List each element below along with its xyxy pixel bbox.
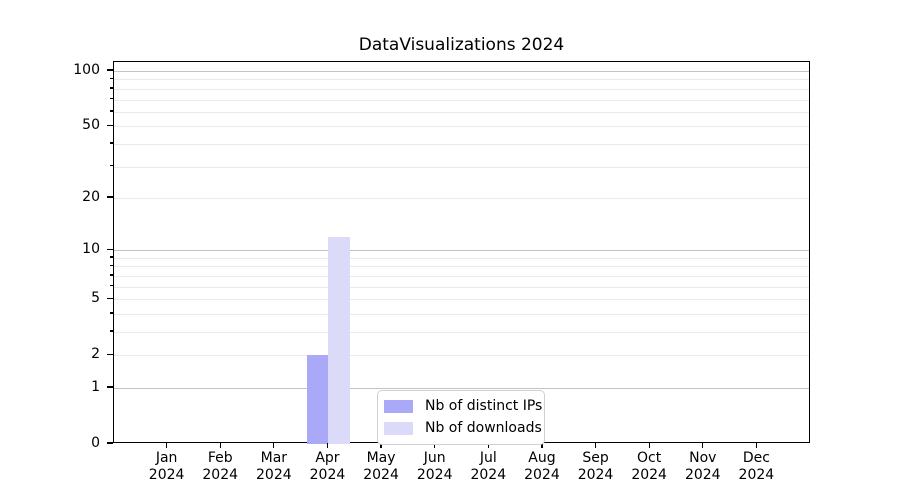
- gridline-major: [114, 387, 809, 389]
- x-tick-mark: [326, 443, 329, 448]
- legend-label-distinct-ips: Nb of distinct IPs: [425, 398, 543, 414]
- x-tick-label-nov: Nov 2024: [684, 450, 721, 483]
- legend-swatch-distinct-ips-icon: [384, 400, 413, 413]
- x-tick-mark: [702, 443, 704, 448]
- x-tick-label-may: May 2024: [363, 450, 399, 483]
- x-tick-label-apr: Apr 2024: [309, 450, 346, 483]
- y-minor-tick-mark: [109, 330, 113, 332]
- x-tick-mark: [380, 443, 382, 448]
- gridline-minor: [114, 313, 809, 315]
- y-minor-tick-mark: [109, 77, 113, 80]
- y-tick-label-20: 20: [82, 188, 100, 205]
- x-tick-mark: [166, 443, 168, 448]
- gridline-minor: [114, 143, 809, 145]
- x-tick-label-feb: Feb 2024: [202, 450, 239, 483]
- legend-entry-distinct-ips: Nb of distinct IPs: [384, 399, 542, 414]
- legend-entry-downloads: Nb of downloads: [384, 421, 542, 436]
- gridline-minor: [114, 286, 809, 288]
- y-minor-tick-mark: [109, 274, 113, 276]
- x-tick-label-jan: Jan 2024: [148, 450, 185, 483]
- gridline-minor: [114, 99, 809, 101]
- legend-label-downloads: Nb of downloads: [425, 420, 542, 436]
- y-tick-label-1: 1: [91, 378, 100, 395]
- x-tick-mark: [434, 443, 436, 448]
- y-minor-tick-mark: [109, 312, 113, 314]
- x-tick-label-mar: Mar 2024: [256, 450, 292, 483]
- y-minor-tick-mark: [109, 256, 113, 258]
- bar-nb-of-downloads-apr: [328, 236, 350, 444]
- y-tick-label-100: 100: [73, 62, 100, 79]
- x-tick-mark: [648, 443, 650, 448]
- gridline-minor: [114, 111, 809, 113]
- y-minor-tick-mark: [109, 110, 113, 112]
- x-tick-mark: [273, 443, 275, 448]
- x-tick-mark: [594, 443, 597, 448]
- x-tick-label-jul: Jul 2024: [470, 450, 507, 483]
- y-tick-label-2: 2: [91, 346, 100, 363]
- y-minor-tick-mark: [109, 142, 113, 144]
- y-tick-mark: [107, 386, 113, 388]
- gridline-minor: [114, 299, 809, 301]
- gridline-minor: [114, 166, 809, 168]
- plot-area: Nb of distinct IPs Nb of downloads: [113, 61, 810, 445]
- y-tick-label-5: 5: [91, 290, 100, 307]
- x-tick-label-dec: Dec 2024: [738, 450, 775, 483]
- x-tick-label-sep: Sep 2024: [577, 450, 614, 483]
- legend: Nb of distinct IPs Nb of downloads: [377, 390, 545, 445]
- y-tick-mark: [107, 69, 113, 71]
- y-minor-tick-mark: [109, 264, 113, 267]
- gridline-minor: [114, 275, 809, 277]
- gridline-major: [114, 71, 809, 73]
- x-tick-mark: [487, 443, 489, 448]
- gridline-major: [114, 250, 809, 252]
- x-tick-mark: [219, 443, 221, 448]
- x-tick-mark: [541, 443, 543, 448]
- x-tick-label-jun: Jun 2024: [416, 450, 453, 483]
- gridline-minor: [114, 355, 809, 357]
- legend-swatch-downloads-icon: [384, 422, 413, 435]
- gridline-minor: [114, 126, 809, 128]
- y-minor-tick-mark: [109, 196, 113, 198]
- y-minor-tick-mark: [109, 285, 113, 287]
- gridline-minor: [114, 88, 809, 90]
- chart-title: DataVisualizations 2024: [358, 35, 565, 55]
- x-tick-label-oct: Oct 2024: [631, 450, 667, 483]
- y-minor-tick-mark: [109, 124, 113, 126]
- y-tick-label-0: 0: [91, 435, 100, 451]
- y-tick-mark: [107, 442, 113, 444]
- y-minor-tick-mark: [109, 165, 113, 167]
- y-minor-tick-mark: [109, 297, 113, 299]
- x-tick-label-aug: Aug 2024: [524, 450, 560, 483]
- y-tick-label-10: 10: [82, 241, 100, 258]
- gridline-minor: [114, 79, 809, 81]
- gridline-minor: [114, 266, 809, 268]
- y-minor-tick-mark: [109, 353, 113, 355]
- gridline-minor: [114, 197, 809, 199]
- y-minor-tick-mark: [109, 98, 113, 100]
- gridline-minor: [114, 257, 809, 259]
- x-tick-mark: [755, 443, 757, 448]
- y-tick-mark: [107, 248, 113, 250]
- gridline-minor: [114, 331, 809, 333]
- y-minor-tick-mark: [109, 87, 113, 89]
- y-tick-label-50: 50: [82, 117, 100, 134]
- bar-nb-of-distinct-ips-apr: [306, 355, 329, 444]
